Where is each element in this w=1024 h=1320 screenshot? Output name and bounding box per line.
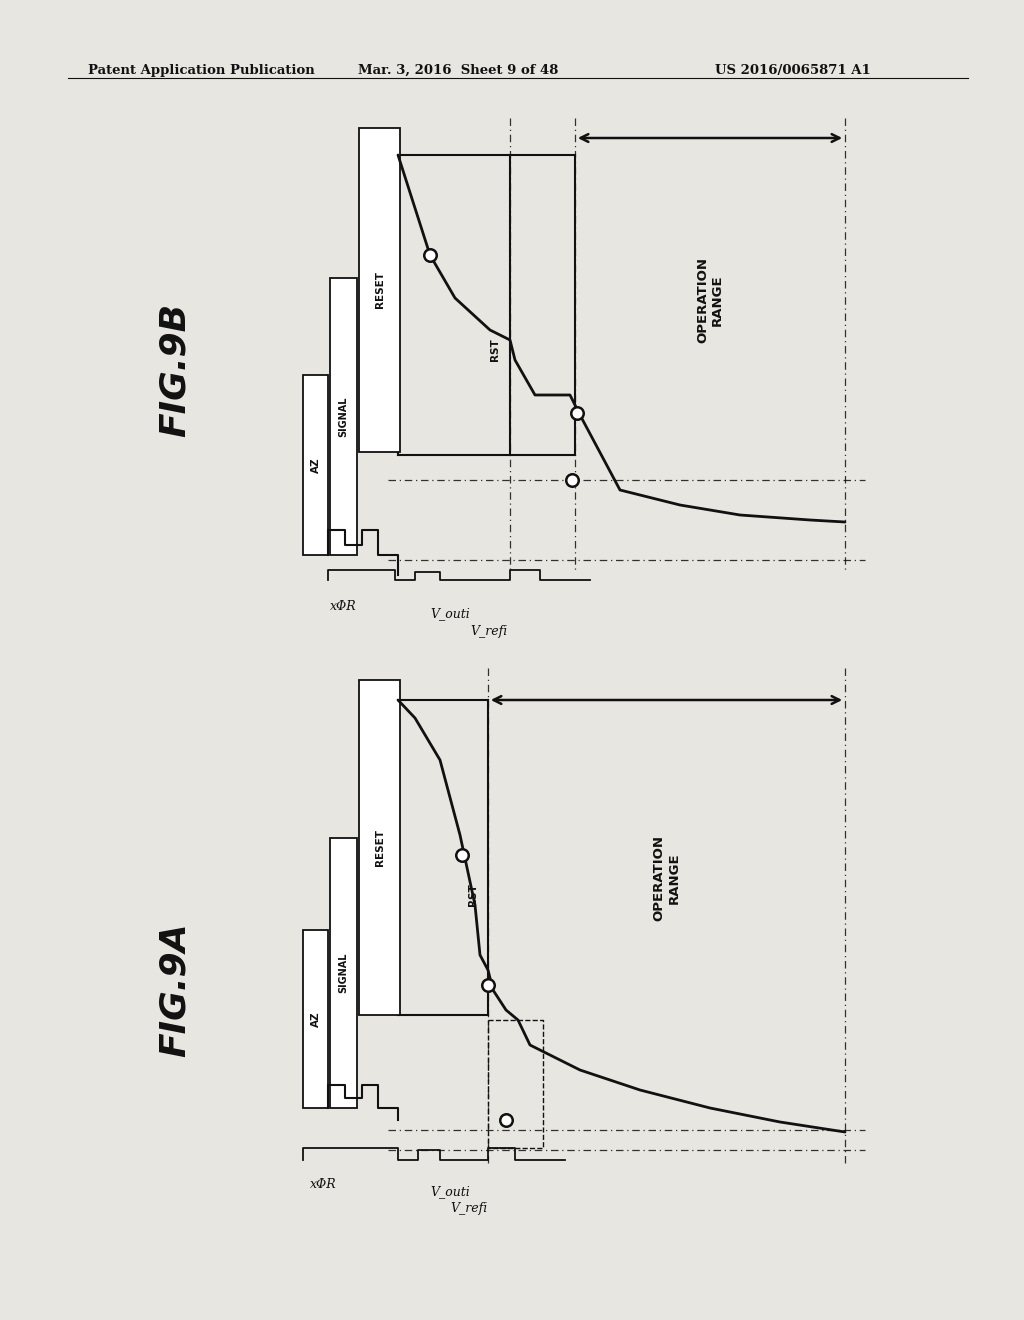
Bar (303, 375, 328, 554)
Text: RESET: RESET (375, 272, 384, 309)
Text: SIGNAL: SIGNAL (339, 396, 348, 437)
Bar (330, 838, 357, 1107)
Text: V_refi: V_refi (470, 624, 507, 638)
Text: OPERATION
RANGE: OPERATION RANGE (652, 836, 681, 921)
Text: FIG.9A: FIG.9A (158, 923, 193, 1057)
Text: RST: RST (468, 883, 478, 907)
Text: V_refi: V_refi (450, 1203, 487, 1214)
Text: US 2016/0065871 A1: US 2016/0065871 A1 (715, 63, 870, 77)
Bar (330, 279, 357, 554)
Bar (359, 128, 400, 451)
Text: AZ: AZ (310, 1011, 321, 1027)
Text: xΦR: xΦR (330, 601, 356, 612)
Text: RST: RST (490, 339, 500, 362)
Text: Patent Application Publication: Patent Application Publication (88, 63, 314, 77)
Text: V_outi: V_outi (430, 607, 470, 620)
Text: AZ: AZ (310, 457, 321, 473)
Text: V_outi: V_outi (430, 1185, 470, 1199)
Text: RESET: RESET (375, 829, 384, 866)
Text: OPERATION
RANGE: OPERATION RANGE (696, 257, 724, 343)
Text: Mar. 3, 2016  Sheet 9 of 48: Mar. 3, 2016 Sheet 9 of 48 (358, 63, 558, 77)
Bar (359, 680, 400, 1015)
Bar (303, 931, 328, 1107)
Text: FIG.9B: FIG.9B (158, 302, 193, 437)
Text: xΦR: xΦR (310, 1177, 337, 1191)
Text: SIGNAL: SIGNAL (339, 953, 348, 993)
